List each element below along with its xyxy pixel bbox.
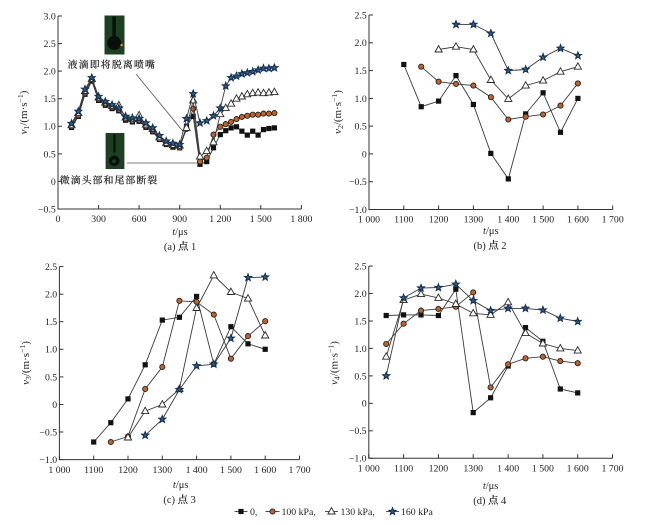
svg-text:2.5: 2.5 bbox=[45, 262, 57, 273]
svg-text:600: 600 bbox=[132, 214, 147, 225]
svg-text:−0.5: −0.5 bbox=[349, 177, 367, 188]
svg-text:1200: 1200 bbox=[429, 463, 449, 474]
svg-text:1 800: 1 800 bbox=[290, 214, 312, 225]
svg-text:1 700: 1 700 bbox=[602, 215, 624, 226]
svg-text:1 600: 1 600 bbox=[567, 215, 589, 226]
svg-text:2: 2 bbox=[501, 241, 506, 252]
svg-text:1 000: 1 000 bbox=[48, 465, 70, 476]
svg-text:2.0: 2.0 bbox=[354, 289, 366, 300]
svg-text:v3/(m·s−1): v3/(m·s−1) bbox=[18, 341, 33, 385]
svg-text:1 500: 1 500 bbox=[532, 463, 554, 474]
svg-text:1 500: 1 500 bbox=[250, 214, 272, 225]
svg-text:1.5: 1.5 bbox=[354, 316, 366, 327]
svg-text:1 500: 1 500 bbox=[532, 215, 554, 226]
svg-text:1200: 1200 bbox=[118, 465, 138, 476]
svg-text:1 700: 1 700 bbox=[288, 465, 310, 476]
svg-text:0: 0 bbox=[362, 149, 367, 160]
svg-text:1.5: 1.5 bbox=[45, 317, 57, 328]
svg-text:1.5: 1.5 bbox=[355, 66, 367, 77]
svg-text:t/μs: t/μs bbox=[172, 227, 188, 238]
svg-text:3: 3 bbox=[191, 495, 196, 506]
svg-text:1 000: 1 000 bbox=[358, 463, 380, 474]
svg-text:1.0: 1.0 bbox=[355, 94, 367, 105]
svg-text:2.0: 2.0 bbox=[45, 290, 57, 301]
svg-text:1: 1 bbox=[191, 242, 196, 253]
svg-text:900: 900 bbox=[172, 214, 187, 225]
svg-text:0,: 0, bbox=[250, 507, 257, 518]
svg-text:(d): (d) bbox=[473, 496, 486, 507]
svg-text:0.5: 0.5 bbox=[354, 371, 366, 382]
svg-text:1.0: 1.0 bbox=[45, 345, 57, 356]
svg-text:t/μs: t/μs bbox=[483, 481, 499, 492]
svg-text:3.0: 3.0 bbox=[44, 11, 56, 22]
svg-text:(c): (c) bbox=[163, 495, 175, 506]
svg-text:−0.5: −0.5 bbox=[349, 426, 367, 437]
svg-text:v2/(m·s−1): v2/(m·s−1) bbox=[330, 90, 345, 134]
svg-text:1 200: 1 200 bbox=[209, 214, 231, 225]
svg-text:1 700: 1 700 bbox=[601, 463, 623, 474]
svg-text:1100: 1100 bbox=[394, 463, 413, 474]
svg-text:130 kPa,: 130 kPa, bbox=[341, 507, 375, 518]
svg-text:2.0: 2.0 bbox=[355, 38, 367, 49]
svg-text:2.5: 2.5 bbox=[355, 10, 367, 21]
svg-text:−1.0: −1.0 bbox=[349, 454, 367, 465]
svg-text:2.5: 2.5 bbox=[44, 39, 56, 50]
svg-text:1100: 1100 bbox=[394, 215, 413, 226]
svg-text:−1.0: −1.0 bbox=[349, 205, 367, 216]
svg-text:0.5: 0.5 bbox=[355, 122, 367, 133]
svg-text:1 400: 1 400 bbox=[497, 463, 519, 474]
svg-text:1300: 1300 bbox=[464, 215, 484, 226]
svg-text:2.0: 2.0 bbox=[44, 67, 56, 78]
svg-text:1 000: 1 000 bbox=[358, 215, 380, 226]
svg-text:100 kPa,: 100 kPa, bbox=[282, 507, 316, 518]
svg-text:1 600: 1 600 bbox=[254, 465, 276, 476]
svg-text:−0.5: −0.5 bbox=[39, 427, 57, 438]
svg-text:1.5: 1.5 bbox=[44, 94, 56, 105]
svg-text:1300: 1300 bbox=[153, 465, 173, 476]
svg-text:−1.0: −1.0 bbox=[39, 455, 57, 466]
svg-text:0.5: 0.5 bbox=[45, 372, 57, 383]
svg-text:1 400: 1 400 bbox=[497, 215, 519, 226]
svg-text:0: 0 bbox=[52, 400, 57, 411]
svg-text:(b): (b) bbox=[474, 241, 487, 252]
svg-text:v1/(m·s−1): v1/(m·s−1) bbox=[16, 90, 31, 134]
svg-text:0.5: 0.5 bbox=[44, 149, 56, 160]
svg-text:1300: 1300 bbox=[463, 463, 483, 474]
svg-text:t/μs: t/μs bbox=[173, 480, 189, 491]
svg-text:t/μs: t/μs bbox=[483, 226, 499, 237]
svg-text:(a): (a) bbox=[164, 242, 176, 253]
svg-text:1.0: 1.0 bbox=[44, 122, 56, 133]
svg-text:1100: 1100 bbox=[84, 465, 103, 476]
svg-text:1 600: 1 600 bbox=[567, 463, 589, 474]
svg-text:4: 4 bbox=[501, 496, 507, 507]
svg-text:0: 0 bbox=[362, 399, 367, 410]
svg-text:1 400: 1 400 bbox=[186, 465, 208, 476]
svg-text:2.5: 2.5 bbox=[354, 262, 366, 273]
svg-text:0: 0 bbox=[56, 214, 61, 225]
svg-text:1 500: 1 500 bbox=[220, 465, 242, 476]
svg-text:v4/(m·s−1): v4/(m·s−1) bbox=[327, 341, 342, 385]
svg-text:−0.5: −0.5 bbox=[38, 204, 56, 215]
svg-text:1.0: 1.0 bbox=[354, 344, 366, 355]
svg-text:160 kPa: 160 kPa bbox=[401, 507, 433, 518]
svg-text:0: 0 bbox=[51, 177, 56, 188]
svg-text:300: 300 bbox=[91, 214, 106, 225]
svg-text:1200: 1200 bbox=[429, 215, 449, 226]
